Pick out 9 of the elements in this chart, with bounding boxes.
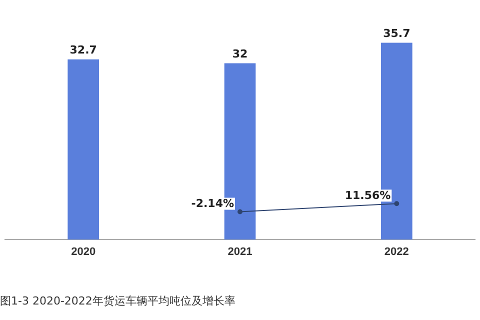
- x-tick-label: 2022: [384, 246, 409, 258]
- x-tick-label: 2020: [71, 246, 96, 258]
- data-label: 35.7: [383, 27, 410, 40]
- text: 图1-3 2020-2022年货运车辆平均吨位及增长率: [0, 294, 236, 308]
- x-tick-label: 2021: [228, 246, 252, 258]
- data-label: 32: [232, 48, 248, 61]
- data-label: 32.7: [70, 44, 97, 57]
- data-label: -2.14%: [191, 197, 234, 210]
- data-label: 11.56%: [344, 189, 391, 202]
